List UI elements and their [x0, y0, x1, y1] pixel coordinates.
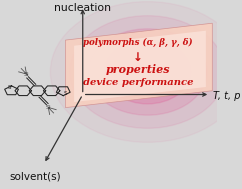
- Text: nucleation: nucleation: [54, 3, 111, 13]
- Polygon shape: [66, 23, 212, 108]
- Text: properties: properties: [106, 64, 170, 75]
- Text: Si: Si: [24, 72, 29, 77]
- Ellipse shape: [50, 2, 242, 142]
- Ellipse shape: [88, 29, 207, 115]
- Polygon shape: [74, 31, 206, 102]
- Ellipse shape: [70, 16, 225, 128]
- Text: device performance: device performance: [83, 78, 193, 87]
- Text: Si: Si: [45, 105, 51, 110]
- Text: S: S: [64, 91, 68, 96]
- Text: S: S: [7, 85, 11, 91]
- Text: polymorphs (α, β, γ, δ): polymorphs (α, β, γ, δ): [83, 38, 193, 47]
- Text: ↓: ↓: [133, 51, 143, 64]
- Ellipse shape: [104, 40, 191, 104]
- Text: T, t, p: T, t, p: [213, 91, 241, 101]
- Text: solvent(s): solvent(s): [9, 171, 61, 181]
